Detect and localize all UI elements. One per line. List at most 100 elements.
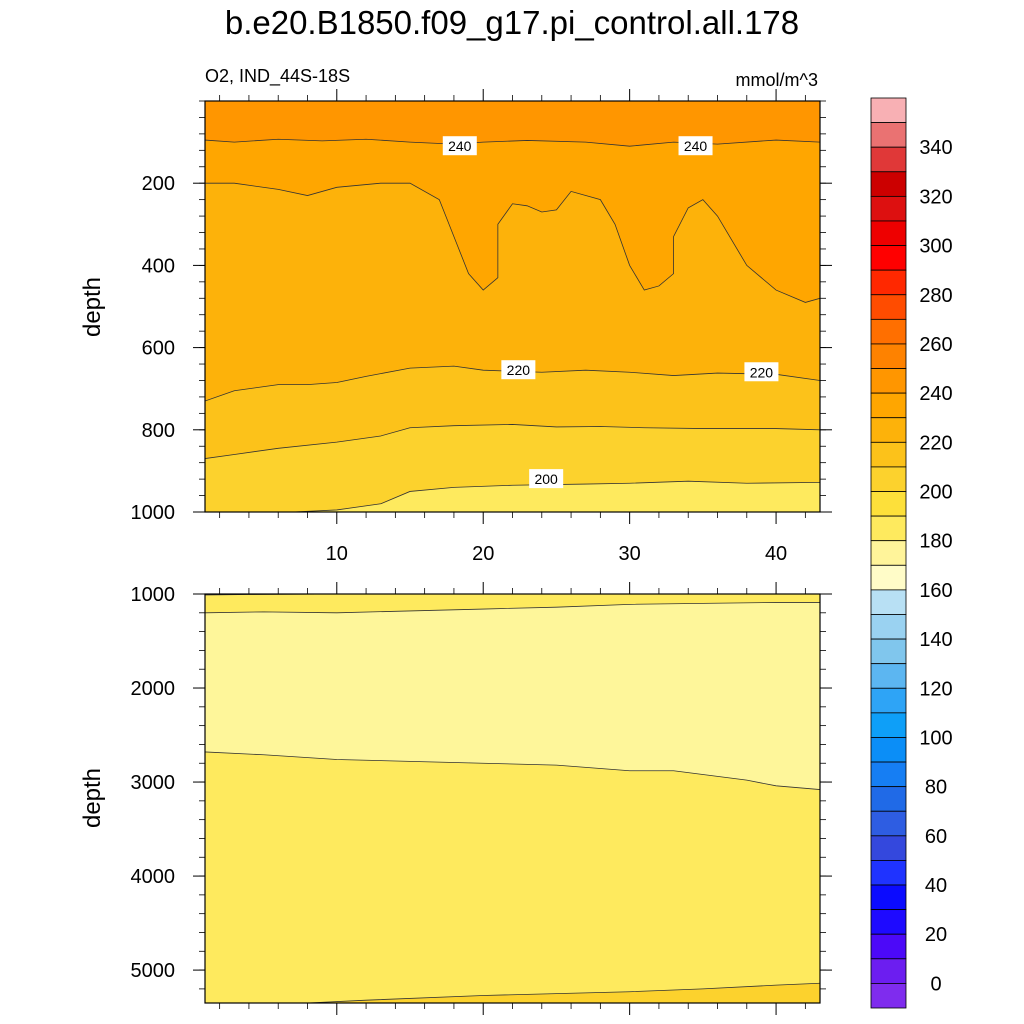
colorbar-label: 280 (919, 285, 952, 307)
colorbar-label: 220 (919, 432, 952, 454)
contour-line-200 (307, 982, 820, 1003)
colorbar-box (870, 712, 907, 738)
contour-line-200 (292, 480, 820, 512)
colorbar-box (870, 122, 907, 148)
colorbar-box (870, 663, 907, 689)
contour-line-180 (205, 602, 820, 614)
colorbar-box (870, 909, 907, 935)
colorbar-label: 300 (919, 236, 952, 258)
colorbar-label: 140 (919, 629, 952, 651)
colorbar-box (870, 737, 907, 763)
contour-line-210 (205, 424, 820, 459)
colorbar-box (870, 589, 907, 615)
y-tick-label: 800 (142, 420, 175, 442)
contour-label-bg (529, 469, 564, 489)
bottom-band-fill (205, 751, 820, 1003)
colorbar-label: 320 (919, 186, 952, 208)
y-tick-label: 600 (142, 338, 175, 360)
colorbar-box (870, 171, 907, 197)
colorbar-label: 60 (925, 826, 947, 848)
x-tick-label: 40 (765, 543, 787, 565)
colorbar-box (870, 810, 907, 837)
x-tick-label: 10 (326, 543, 348, 565)
contour-line-190 (205, 751, 820, 790)
contour-line-230 (205, 182, 820, 303)
colorbar-box (870, 958, 907, 984)
colorbar-label: 200 (919, 482, 952, 504)
colorbar-box (870, 195, 907, 222)
colorbar-box (870, 515, 907, 542)
colorbar-box (870, 269, 907, 296)
colorbar: 3403203002802602402202001801601401201008… (870, 97, 953, 1009)
y-tick-label: 5000 (131, 960, 176, 982)
colorbar-label: 240 (919, 383, 952, 405)
colorbar-label: 180 (919, 531, 952, 553)
colorbar-box (870, 97, 907, 123)
colorbar-box (870, 417, 907, 443)
top-panel: 240 240 220 220 200 200 400 600 800 1000 10 20 30 40 (131, 89, 832, 565)
y-tick-label: 3000 (131, 772, 176, 794)
colorbar-box (870, 466, 907, 492)
colorbar-box (870, 540, 907, 566)
colorbar-box (870, 441, 907, 468)
colorbar-label: 160 (919, 580, 952, 602)
bottom-plot-area (205, 594, 820, 1003)
colorbar-label: 120 (919, 678, 952, 700)
colorbar-label: 80 (925, 777, 947, 799)
colorbar-label: 40 (925, 875, 947, 897)
colorbar-label: 260 (919, 334, 952, 356)
chart-subtitle: O2, IND_44S-18S (205, 66, 350, 87)
colorbar-box (870, 343, 907, 369)
chart-title: b.e20.B1850.f09_g17.pi_control.all.178 (224, 4, 800, 41)
y-axis-label-bottom: depth (79, 768, 106, 828)
units-label: mmol/m^3 (736, 70, 818, 90)
contour-label: 220 (750, 364, 774, 380)
colorbar-box (870, 318, 907, 345)
contour-label-bg (744, 362, 779, 382)
colorbar-label: 340 (919, 137, 952, 159)
y-tick-label: 2000 (131, 678, 176, 700)
contour-label-bg (501, 360, 536, 380)
y-tick-label: 200 (142, 173, 175, 195)
colorbar-box (870, 786, 907, 812)
colorbar-box (870, 761, 907, 788)
contour-label: 200 (534, 471, 558, 487)
contour-label: 240 (684, 138, 708, 154)
colorbar-label: 20 (925, 924, 947, 946)
colorbar-box (870, 614, 907, 640)
contour-label-bg (678, 136, 713, 156)
y-tick-label: 4000 (131, 866, 176, 888)
contour-label-bg (442, 136, 477, 156)
colorbar-box (870, 491, 907, 517)
colorbar-box (870, 392, 907, 419)
contour-line-220 (205, 365, 820, 402)
colorbar-box (870, 687, 907, 714)
y-tick-label: 1000 (131, 502, 176, 524)
colorbar-box (870, 835, 907, 861)
bottom-panel: 1000 2000 3000 4000 5000 (131, 582, 832, 1015)
x-tick-label: 20 (472, 543, 494, 565)
contour-label: 220 (507, 362, 531, 378)
colorbar-box (870, 933, 907, 960)
colorbar-box (870, 860, 907, 886)
bottom-band-fill (307, 983, 820, 1003)
colorbar-box (870, 220, 907, 246)
y-tick-label: 1000 (131, 584, 176, 606)
colorbar-box (870, 146, 907, 173)
colorbar-label: 0 (930, 973, 941, 995)
colorbar-box (870, 368, 907, 394)
colorbar-box (870, 983, 907, 1009)
colorbar-label: 100 (919, 727, 952, 749)
y-axis-label-top: depth (79, 277, 106, 337)
colorbar-box (870, 884, 907, 911)
colorbar-box (870, 564, 907, 591)
top-plot-area: 240 240 220 220 200 (205, 101, 820, 512)
x-tick-label: 30 (619, 543, 641, 565)
colorbar-box (870, 294, 907, 320)
colorbar-box (870, 245, 907, 271)
y-tick-label: 400 (142, 255, 175, 277)
colorbar-box (870, 638, 907, 665)
contour-label: 240 (448, 138, 472, 154)
top-band-fill (292, 481, 820, 512)
